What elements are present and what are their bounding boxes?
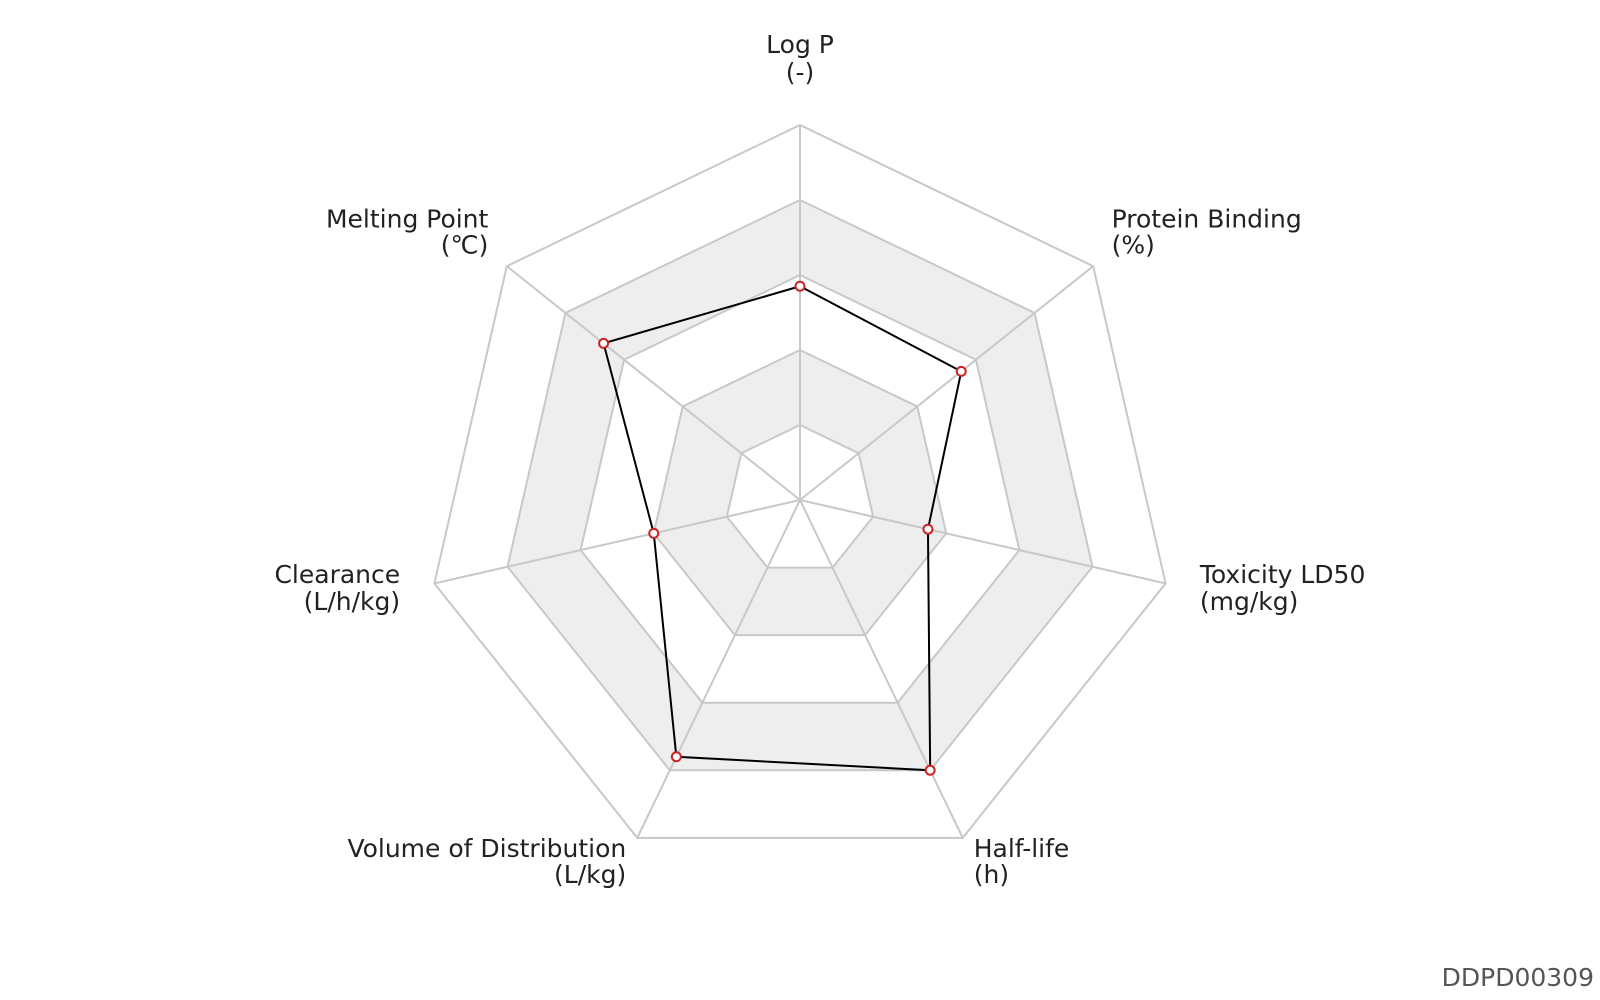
grid-ring-2 [652,348,948,637]
spoke-3 [799,499,964,839]
spoke-2 [799,499,1166,585]
axis-unit-4: (L/kg) [554,860,626,889]
spoke-6 [506,265,801,501]
data-point-6 [598,337,610,349]
data-point-1 [955,365,967,377]
axis-label-6: Melting Point [326,204,489,233]
axis-unit-1: (%) [1112,230,1155,259]
radar-series [598,280,967,776]
data-point-0 [794,280,806,292]
grid-ring-1 [725,423,875,569]
axis-label-3: Half-life [974,834,1070,863]
axis-label-4: Volume of Distribution [347,834,626,863]
axis-label-5: Clearance [274,560,400,589]
spoke-1 [799,265,1094,501]
data-point-3 [924,764,936,776]
axis-unit-5: (L/h/kg) [304,587,400,616]
series-line-0 [602,285,963,772]
axis-unit-0: (-) [786,58,815,87]
data-point-5 [648,527,660,539]
spoke-5 [434,499,801,585]
axis-unit-3: (h) [974,860,1009,889]
axis-label-1: Protein Binding [1112,204,1302,233]
radar-axis-labels: Log P(-)Protein Binding(%)Toxicity LD50(… [274,30,1365,889]
axis-unit-6: (℃) [441,230,489,259]
data-point-4 [670,751,682,763]
data-point-2 [922,523,934,535]
grid-ring-5 [433,123,1167,839]
spoke-4 [636,499,801,839]
watermark-id: DDPD00309 [1441,963,1594,992]
grid-ring-4 [506,198,1094,772]
axis-label-0: Log P [766,30,834,59]
axis-unit-2: (mg/kg) [1200,587,1299,616]
axis-label-2: Toxicity LD50 [1199,560,1366,589]
radar-spokes [434,125,1166,839]
